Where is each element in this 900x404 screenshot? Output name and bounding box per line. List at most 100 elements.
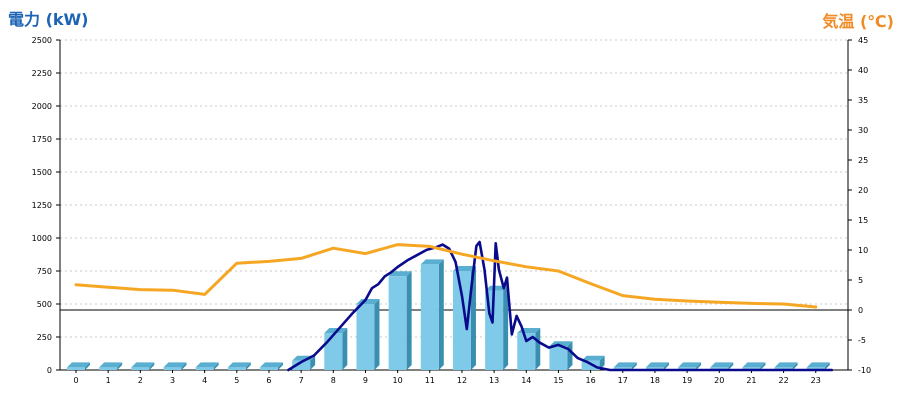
x-tick-label: 21 <box>746 376 756 385</box>
bar-top <box>195 362 219 368</box>
bar-top <box>227 362 251 368</box>
x-tick-label: 23 <box>811 376 821 385</box>
bar-face <box>452 271 471 370</box>
bar <box>388 271 412 370</box>
bar <box>195 362 219 370</box>
bar <box>774 362 798 370</box>
bar-side <box>85 362 90 370</box>
bar <box>645 362 669 370</box>
bar <box>710 362 734 370</box>
bar <box>99 362 123 370</box>
bar <box>356 299 380 370</box>
bar <box>67 362 90 370</box>
bar-top <box>420 259 444 265</box>
bar-side <box>760 362 766 370</box>
left-tick-label: 2500 <box>32 36 52 45</box>
bar <box>452 266 476 370</box>
left-tick-label: 750 <box>37 267 52 276</box>
bar-face <box>774 367 793 370</box>
right-tick-label: 30 <box>858 126 868 135</box>
bar-face <box>195 367 214 370</box>
bar-face <box>324 333 343 370</box>
right-tick-label: 45 <box>858 36 868 45</box>
bar-side <box>696 362 702 370</box>
bar-top <box>645 362 669 368</box>
x-tick-label: 17 <box>618 376 628 385</box>
x-tick-label: 13 <box>489 376 499 385</box>
bar <box>613 362 637 370</box>
x-tick-label: 0 <box>73 376 78 385</box>
x-tick-label: 4 <box>202 376 207 385</box>
right-tick-label: -5 <box>858 336 866 345</box>
x-tick-label: 5 <box>234 376 239 385</box>
x-tick-label: 1 <box>106 376 111 385</box>
bar-side <box>342 328 348 370</box>
bar <box>517 328 541 370</box>
bar-face <box>742 367 761 370</box>
bar-top <box>806 362 830 368</box>
right-axis-title: 気温 (℃) <box>822 12 894 31</box>
x-tick-label: 20 <box>714 376 724 385</box>
bar-top <box>388 271 412 277</box>
bar-top <box>742 362 766 368</box>
bar-face <box>163 367 182 370</box>
bar-side <box>277 362 283 370</box>
right-tick-label: 15 <box>858 216 868 225</box>
left-tick-label: 500 <box>37 300 52 309</box>
bar-face <box>227 367 246 370</box>
bar <box>806 362 830 370</box>
bar-top <box>452 266 476 271</box>
right-tick-label: 25 <box>858 156 868 165</box>
bar-side <box>535 328 541 370</box>
x-tick-label: 7 <box>299 376 304 385</box>
bar-side <box>213 362 219 370</box>
x-tick-label: 18 <box>650 376 660 385</box>
left-tick-label: 2000 <box>32 102 52 111</box>
right-tick-label: -10 <box>858 366 871 375</box>
right-tick-label: 10 <box>858 246 868 255</box>
left-tick-label: 1000 <box>32 234 52 243</box>
bar-face <box>517 333 536 370</box>
right-tick-label: 0 <box>858 306 863 315</box>
bar-side <box>245 362 251 370</box>
bar <box>259 362 283 370</box>
bar-face <box>710 367 729 370</box>
right-tick-label: 20 <box>858 186 868 195</box>
bar-face <box>549 346 568 370</box>
bar <box>227 362 251 370</box>
right-tick-label: 35 <box>858 96 868 105</box>
bar-face <box>259 367 278 370</box>
left-tick-label: 250 <box>37 333 52 342</box>
bar-top <box>613 362 637 368</box>
bar-side <box>149 362 155 370</box>
bar-side <box>470 266 476 370</box>
bar <box>420 259 444 370</box>
x-tick-label: 10 <box>393 376 403 385</box>
bar-side <box>438 259 444 370</box>
bar-top <box>99 362 123 368</box>
x-tick-label: 8 <box>331 376 336 385</box>
bar-side <box>406 271 412 370</box>
bar-top <box>678 362 702 368</box>
bar-face <box>645 367 664 370</box>
bar-side <box>599 355 605 370</box>
left-tick-label: 2250 <box>32 69 52 78</box>
bar-side <box>117 362 123 370</box>
bar-side <box>663 362 669 370</box>
bar-top <box>710 362 734 368</box>
bar-face <box>678 367 697 370</box>
x-tick-label: 15 <box>553 376 563 385</box>
bar <box>581 355 605 370</box>
power-line <box>286 240 834 372</box>
x-tick-label: 14 <box>521 376 531 385</box>
bar-face <box>356 304 375 370</box>
bar-top <box>131 362 155 368</box>
left-axis-title: 電力 (kW) <box>8 10 89 29</box>
left-tick-label: 0 <box>47 366 52 375</box>
temperature-line <box>74 243 818 309</box>
left-tick-label: 1750 <box>32 135 52 144</box>
bar-side <box>728 362 734 370</box>
bar-face <box>420 264 439 370</box>
